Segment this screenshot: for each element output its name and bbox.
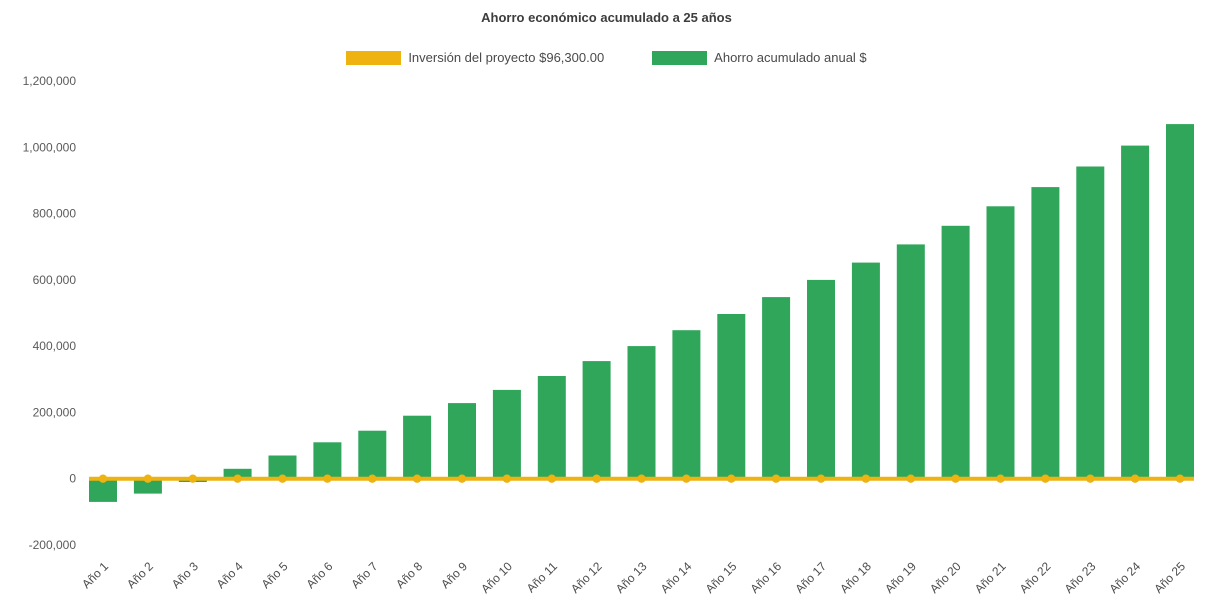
investment-line-marker xyxy=(188,474,197,483)
x-axis-tick-label: Año 2 xyxy=(124,559,156,591)
investment-line-marker xyxy=(502,474,512,483)
investment-line-marker xyxy=(996,474,1005,483)
bar-año-8 xyxy=(403,415,432,479)
investment-line-marker xyxy=(98,474,108,483)
legend-label-investment: Inversión del proyecto $96,300.00 xyxy=(408,50,605,65)
investment-line-marker xyxy=(906,474,915,483)
investment-line-marker xyxy=(143,474,153,483)
y-axis-tick-label: 600,000 xyxy=(33,273,77,287)
bar-año-5 xyxy=(268,455,297,479)
bar-año-21 xyxy=(986,206,1015,479)
x-axis-tick-label: Año 25 xyxy=(1151,559,1188,596)
bar-año-2 xyxy=(133,478,162,494)
x-axis-tick-label: Año 23 xyxy=(1062,559,1099,596)
x-axis-tick-label: Año 4 xyxy=(214,559,246,591)
x-axis-tick-label: Año 6 xyxy=(303,559,335,591)
investment-line-marker xyxy=(323,474,332,483)
chart-legend: Inversión del proyecto $96,300.00 Ahorro… xyxy=(0,50,1213,65)
investment-line-marker xyxy=(278,474,287,483)
investment-line-marker xyxy=(233,474,242,483)
y-axis-tick-label: 200,000 xyxy=(33,405,77,419)
investment-line-marker xyxy=(951,474,960,483)
bar-año-9 xyxy=(448,403,476,479)
investment-line-marker xyxy=(727,474,736,483)
bar-año-16 xyxy=(762,297,791,479)
y-axis-tick-label: 1,200,000 xyxy=(23,74,77,88)
investment-line-marker xyxy=(637,474,646,483)
bar-año-23 xyxy=(1076,166,1105,479)
investment-line-marker xyxy=(816,474,826,483)
legend-item-investment[interactable]: Inversión del proyecto $96,300.00 xyxy=(346,50,604,65)
x-axis-tick-label: Año 22 xyxy=(1017,559,1054,596)
legend-swatch-savings xyxy=(652,50,708,65)
investment-line-marker xyxy=(771,474,781,483)
x-axis-tick-label: Año 14 xyxy=(658,559,695,596)
x-axis-tick-label: Año 9 xyxy=(438,559,470,591)
legend-label-savings: Ahorro acumulado anual $ xyxy=(714,50,867,65)
bar-año-15 xyxy=(717,314,746,479)
bar-año-12 xyxy=(582,361,611,479)
x-axis-tick-label: Año 5 xyxy=(259,559,291,591)
x-axis-tick-label: Año 10 xyxy=(478,559,515,596)
x-axis-tick-label: Año 13 xyxy=(613,559,650,596)
bar-año-6 xyxy=(313,442,342,479)
bar-año-19 xyxy=(896,244,925,479)
bar-año-11 xyxy=(537,376,566,479)
bar-año-13 xyxy=(627,346,656,479)
investment-line-marker xyxy=(412,474,422,483)
bar-año-24 xyxy=(1121,145,1150,479)
investment-line-marker xyxy=(592,474,601,483)
x-axis-tick-label: Año 16 xyxy=(747,559,784,596)
legend-item-savings[interactable]: Ahorro acumulado anual $ xyxy=(652,50,867,65)
y-axis-tick-label: 0 xyxy=(69,472,76,486)
x-axis-tick-label: Año 11 xyxy=(524,559,560,595)
x-axis-tick-label: Año 3 xyxy=(169,559,201,591)
investment-line-marker xyxy=(682,474,691,483)
investment-line-marker xyxy=(1175,474,1185,483)
investment-line-marker xyxy=(1086,474,1095,483)
bar-año-14 xyxy=(672,330,701,479)
bar-año-1 xyxy=(89,478,117,502)
chart-title: Ahorro económico acumulado a 25 años xyxy=(481,10,732,25)
x-axis-tick-label: Año 7 xyxy=(348,559,380,591)
x-axis-tick-label: Año 12 xyxy=(568,559,605,596)
y-axis-tick-label: 400,000 xyxy=(33,339,77,353)
investment-line-marker xyxy=(861,474,871,483)
x-axis-tick-label: Año 20 xyxy=(927,559,964,596)
investment-line-marker xyxy=(457,474,467,483)
bar-año-22 xyxy=(1031,187,1060,479)
legend-swatch-investment xyxy=(346,50,402,65)
bar-año-7 xyxy=(358,430,387,479)
x-axis-tick-label: Año 24 xyxy=(1106,559,1143,596)
x-axis-tick-label: Año 17 xyxy=(792,559,829,596)
x-axis-tick-label: Año 18 xyxy=(837,559,874,596)
investment-line-marker xyxy=(547,474,556,483)
bar-año-18 xyxy=(851,262,880,479)
x-axis-tick-label: Año 15 xyxy=(703,559,740,596)
x-axis-tick-label: Año 8 xyxy=(393,559,425,591)
bar-año-20 xyxy=(941,225,970,479)
y-axis-tick-label: 1,000,000 xyxy=(23,140,77,154)
bar-año-17 xyxy=(807,279,835,479)
x-axis-tick-label: Año 1 xyxy=(79,559,111,591)
x-axis-tick-label: Año 19 xyxy=(882,559,919,596)
bar-año-25 xyxy=(1166,124,1194,479)
investment-line-marker xyxy=(368,474,377,483)
bar-año-4 xyxy=(223,468,252,479)
bar-año-10 xyxy=(492,389,521,479)
investment-line-marker xyxy=(1041,474,1050,483)
y-axis-tick-label: 800,000 xyxy=(33,207,77,221)
y-axis-tick-label: -200,000 xyxy=(29,538,77,552)
investment-line-marker xyxy=(1130,474,1140,483)
x-axis-tick-label: Año 21 xyxy=(972,559,1009,596)
